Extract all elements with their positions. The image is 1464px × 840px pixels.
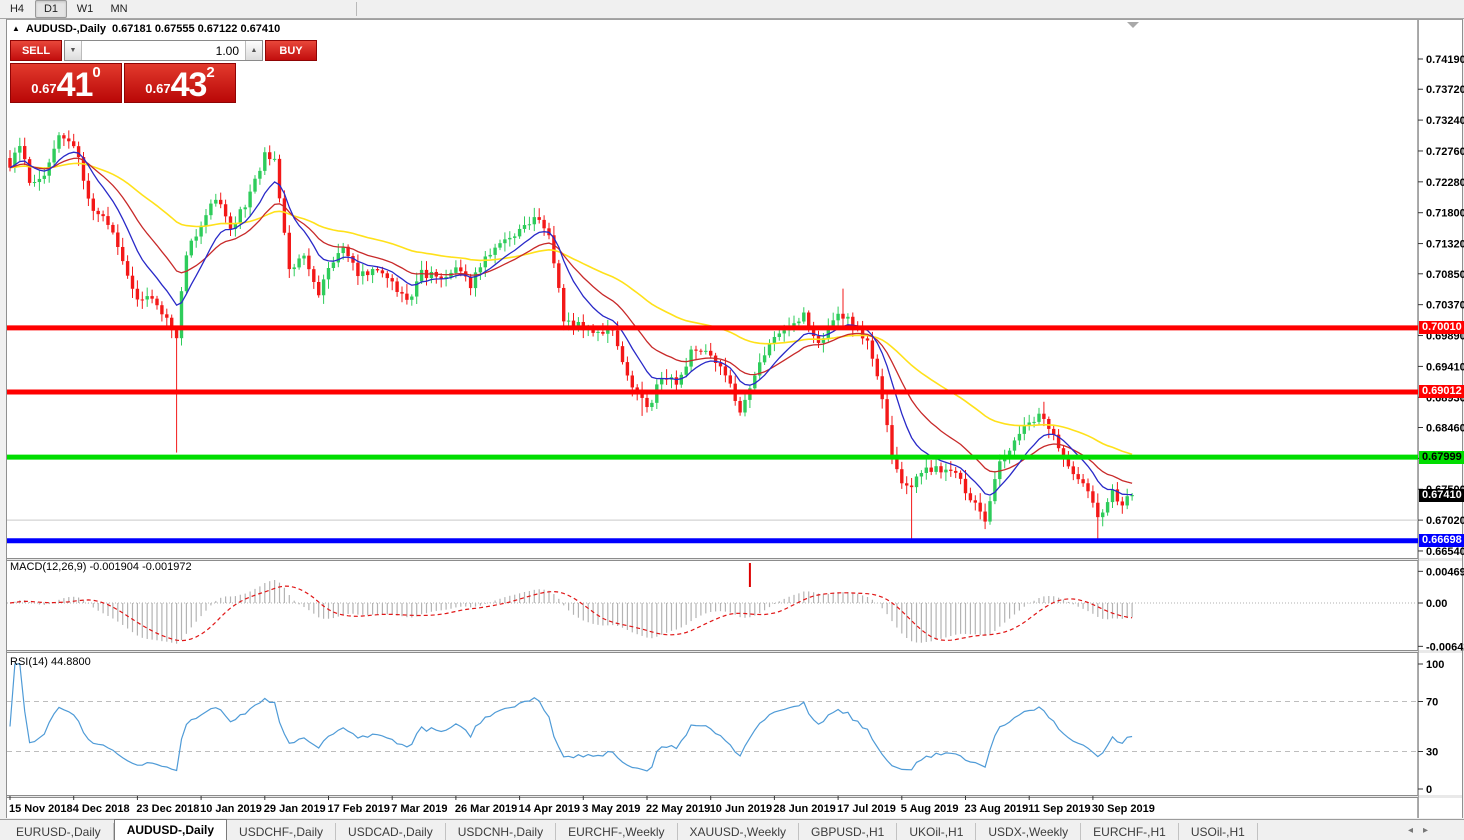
date-label: 17 Jul 2019 (837, 803, 896, 815)
axis-label: 0.00 (1426, 598, 1447, 610)
price-chart-canvas[interactable]: 0.74190 0.73720 0.73240 0.72760 0.72280 0.718… (0, 19, 1464, 819)
date-label: 23 Aug 2019 (965, 803, 1029, 815)
price-line-label: 0.66698 (1419, 534, 1464, 547)
date-label: 10 Jun 2019 (710, 803, 772, 815)
chart-tab-audusd-daily[interactable]: AUDUSD-,Daily (113, 819, 228, 840)
macd-panel (7, 563, 1418, 644)
date-label: 14 Apr 2019 (519, 803, 580, 815)
axis-label: 0.68460 (1426, 422, 1464, 434)
axis-label: 100 (1426, 659, 1444, 671)
chart-symbol-header: ▲ AUDUSD-,Daily 0.67181 0.67555 0.67122 … (12, 23, 280, 35)
tab-scroll-right-icon[interactable]: ▸ (1422, 825, 1428, 836)
date-label: 5 Aug 2019 (901, 803, 959, 815)
date-label: 22 May 2019 (646, 803, 710, 815)
buy-price-display[interactable]: 0.67 43 2 (124, 63, 236, 103)
scroll-to-end-marker-icon[interactable] (1127, 22, 1139, 28)
axis-label: 0 (1426, 784, 1432, 796)
axis-label: 0.72280 (1426, 177, 1464, 189)
chart-tab-xauusd-weekly[interactable]: XAUUSD-,Weekly (678, 823, 799, 840)
tab-scroll-arrows: ◂ ▸ (1408, 820, 1428, 840)
date-label: 15 Nov 2018 (9, 803, 73, 815)
volume-spinner: ▼ ▲ (64, 40, 263, 61)
axis-label: 0.71320 (1426, 239, 1464, 251)
date-label: 30 Sep 2019 (1092, 803, 1155, 815)
toolbar-separator (356, 2, 357, 16)
price-line-label: 0.70010 (1419, 321, 1464, 334)
chart-tab-usdchf-daily[interactable]: USDCHF-,Daily (227, 823, 337, 840)
volume-input[interactable] (82, 41, 245, 60)
chart-tab-gbpusd-h1[interactable]: GBPUSD-,H1 (799, 823, 898, 840)
timeframe-button-h4[interactable]: H4 (9, 3, 25, 15)
ohlc-values: 0.67181 0.67555 0.67122 0.67410 (112, 23, 281, 35)
date-label: 11 Sep 2019 (1028, 803, 1090, 815)
volume-decrease-button[interactable]: ▼ (65, 41, 82, 60)
current-price-label: 0.67410 (1419, 489, 1464, 502)
date-label: 29 Jan 2019 (264, 803, 326, 815)
axis-label: 0.67020 (1426, 515, 1464, 527)
axis-label: 0.70850 (1426, 269, 1464, 281)
date-label: 28 Jun 2019 (773, 803, 835, 815)
buy-price-main: 43 (170, 66, 208, 104)
axis-label: 0.73240 (1426, 115, 1464, 127)
macd-signal-line (9, 585, 1133, 642)
timeframe-toolbar: H4 D1 W1 MN (0, 0, 1464, 19)
volume-increase-button[interactable]: ▲ (245, 41, 262, 60)
chart-tabbar: EURUSD-,Daily AUDUSD-,Daily USDCHF-,Daily U… (0, 819, 1464, 840)
timeframe-buttons: H4 D1 W1 MN (0, 0, 136, 18)
date-label: 17 Feb 2019 (328, 803, 390, 815)
collapse-triangle-icon[interactable]: ▲ (12, 24, 20, 33)
sell-price-prefix: 0.67 (31, 81, 57, 96)
buy-price-prefix: 0.67 (145, 81, 171, 96)
timeframe-button-mn[interactable]: MN (110, 3, 128, 15)
tab-scroll-left-icon[interactable]: ◂ (1407, 825, 1413, 836)
sell-button[interactable]: SELL (10, 40, 62, 61)
date-label: 23 Dec 2018 (136, 803, 199, 815)
sell-price-display[interactable]: 0.67 41 0 (10, 63, 122, 103)
price-line-label: 0.69012 (1419, 385, 1464, 398)
axis-label: 70 (1426, 697, 1438, 709)
timeframe-button-d1[interactable]: D1 (35, 0, 67, 18)
buy-price-pip: 2 (206, 64, 215, 81)
buy-button[interactable]: BUY (265, 40, 317, 61)
axis-label: 30 (1426, 747, 1438, 759)
axis-label: 0.004696 (1426, 566, 1464, 578)
date-label: 10 Jan 2019 (200, 803, 262, 815)
axis-label: 0.72760 (1426, 146, 1464, 158)
chart-window: 0.74190 0.73720 0.73240 0.72760 0.72280 0.718… (0, 19, 1464, 819)
timeframe-button-w1[interactable]: W1 (76, 3, 94, 15)
axis-label: 0.69410 (1426, 361, 1464, 373)
sell-price-main: 41 (56, 66, 94, 104)
rsi-line (9, 663, 1133, 772)
chart-tab-usdx-weekly[interactable]: USDX-,Weekly (976, 823, 1082, 840)
chart-tab-ukoil-h1[interactable]: UKOil-,H1 (897, 823, 977, 840)
axis-label: 0.74190 (1426, 54, 1464, 66)
chart-tabs: EURUSD-,Daily AUDUSD-,Daily USDCHF-,Daily U… (0, 819, 1258, 840)
symbol-title: AUDUSD-,Daily (25, 23, 106, 35)
date-label: 26 Mar 2019 (455, 803, 517, 815)
chart-tab-usdcnh-daily[interactable]: USDCNH-,Daily (446, 823, 557, 840)
chart-tab-eurchf-weekly[interactable]: EURCHF-,Weekly (556, 823, 678, 840)
macd-indicator-label: MACD(12,26,9) -0.001904 -0.001972 (10, 561, 192, 573)
axis-label: -0.006427 (1426, 641, 1464, 653)
indicator-line (9, 162, 1133, 456)
chart-tab-eurusd-daily[interactable]: EURUSD-,Daily (4, 823, 114, 840)
date-label: 4 Dec 2018 (73, 803, 130, 815)
chart-tab-eurchf-h1[interactable]: EURCHF-,H1 (1081, 823, 1179, 840)
price-line-label: 0.67999 (1419, 451, 1464, 464)
sell-price-pip: 0 (92, 64, 101, 81)
axis-label: 0.71800 (1426, 208, 1464, 220)
indicator-line (9, 151, 1133, 496)
rsi-panel (7, 663, 1418, 772)
rsi-indicator-label: RSI(14) 44.8800 (10, 656, 91, 668)
axis-label: 0.70370 (1426, 300, 1464, 312)
date-label: 7 Mar 2019 (391, 803, 447, 815)
chart-tab-usdcad-daily[interactable]: USDCAD-,Daily (336, 823, 446, 840)
axis-label: 0.73720 (1426, 84, 1464, 96)
date-label: 3 May 2019 (582, 803, 640, 815)
axis-label: 0.66540 (1426, 546, 1464, 558)
chart-tab-usoil-h1[interactable]: USOil-,H1 (1179, 823, 1258, 840)
indicator-line (9, 157, 1133, 484)
one-click-trading-panel: SELL ▼ ▲ BUY 0.67 41 0 0.67 43 2 (10, 40, 317, 103)
